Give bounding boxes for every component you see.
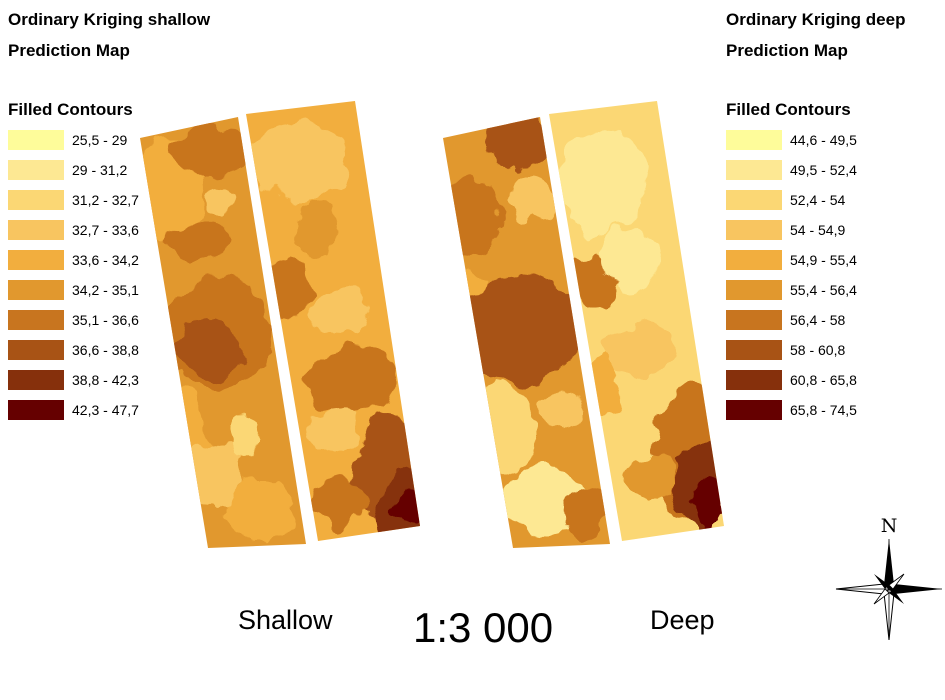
shallow-legend-label: 34,2 - 35,1: [72, 282, 139, 298]
shallow-legend-swatch: [8, 370, 64, 390]
deep-legend-label: 60,8 - 65,8: [790, 372, 857, 388]
deep-legend-item: 49,5 - 52,4: [726, 155, 866, 185]
shallow-legend-swatch: [8, 340, 64, 360]
deep-legend-label: 54 - 54,9: [790, 222, 846, 238]
shallow-legend-item: 34,2 - 35,1: [8, 275, 148, 305]
deep-legend-item: 65,8 - 74,5: [726, 395, 866, 425]
deep-legend-label: 55,4 - 56,4: [790, 282, 857, 298]
shallow-legend-swatch: [8, 400, 64, 420]
deep-legend-swatch: [726, 370, 782, 390]
shallow-legend-item: 33,6 - 34,2: [8, 245, 148, 275]
shallow-legend-swatch: [8, 190, 64, 210]
deep-legend-item: 54,9 - 55,4: [726, 245, 866, 275]
shallow-legend-label: 36,6 - 38,8: [72, 342, 139, 358]
shallow-legend-label: 35,1 - 36,6: [72, 312, 139, 328]
map-scale: 1:3 000: [413, 604, 554, 651]
shallow-legend-title: Filled Contours: [8, 100, 133, 119]
shallow-legend-label: 32,7 - 33,6: [72, 222, 139, 238]
shallow-legend-item: 35,1 - 36,6: [8, 305, 148, 335]
deep-legend-label: 65,8 - 74,5: [790, 402, 857, 418]
deep-legend-swatch: [726, 160, 782, 180]
north-label: N: [881, 515, 898, 537]
shallow-legend-item: 36,6 - 38,8: [8, 335, 148, 365]
shallow-map-subtitle: Prediction Map: [8, 41, 130, 60]
shallow-legend-label: 42,3 - 47,7: [72, 402, 139, 418]
deep-legend-item: 56,4 - 58: [726, 305, 866, 335]
deep-map-title: Ordinary Kriging deep: [726, 10, 906, 29]
deep-legend: 44,6 - 49,5 49,5 - 52,4 52,4 - 54 54 - 54,9…: [726, 125, 866, 425]
deep-map-subtitle: Prediction Map: [726, 41, 848, 60]
shallow-legend-swatch: [8, 280, 64, 300]
deep-legend-label: 58 - 60,8: [790, 342, 846, 358]
deep-legend-label: 49,5 - 52,4: [790, 162, 857, 178]
shallow-legend-item: 32,7 - 33,6: [8, 215, 148, 245]
shallow-legend-swatch: [8, 220, 64, 240]
deep-legend-swatch: [726, 250, 782, 270]
deep-legend-swatch: [726, 280, 782, 300]
deep-caption: Deep: [650, 605, 715, 635]
shallow-legend-swatch: [8, 250, 64, 270]
deep-legend-item: 44,6 - 49,5: [726, 125, 866, 155]
shallow-legend-item: 25,5 - 29: [8, 125, 148, 155]
shallow-legend-swatch: [8, 310, 64, 330]
deep-legend-item: 55,4 - 56,4: [726, 275, 866, 305]
shallow-caption: Shallow: [238, 605, 333, 635]
shallow-legend-item: 29 - 31,2: [8, 155, 148, 185]
deep-legend-item: 60,8 - 65,8: [726, 365, 866, 395]
shallow-legend-label: 31,2 - 32,7: [72, 192, 139, 208]
shallow-legend-swatch: [8, 130, 64, 150]
deep-legend-swatch: [726, 190, 782, 210]
deep-legend-label: 56,4 - 58: [790, 312, 846, 328]
shallow-legend-label: 29 - 31,2: [72, 162, 128, 178]
deep-legend-swatch: [726, 220, 782, 240]
shallow-legend-swatch: [8, 160, 64, 180]
shallow-legend-label: 25,5 - 29: [72, 132, 128, 148]
deep-legend-swatch: [726, 130, 782, 150]
deep-legend-label: 54,9 - 55,4: [790, 252, 857, 268]
north-arrow-icon: N: [835, 515, 942, 641]
shallow-legend-label: 33,6 - 34,2: [72, 252, 139, 268]
deep-legend-item: 58 - 60,8: [726, 335, 866, 365]
shallow-legend-item: 31,2 - 32,7: [8, 185, 148, 215]
deep-legend-swatch: [726, 400, 782, 420]
deep-legend-item: 54 - 54,9: [726, 215, 866, 245]
deep-legend-label: 52,4 - 54: [790, 192, 846, 208]
shallow-map-title: Ordinary Kriging shallow: [8, 10, 211, 29]
deep-legend-swatch: [726, 340, 782, 360]
shallow-legend: 25,5 - 29 29 - 31,2 31,2 - 32,7 32,7 - 33,6…: [8, 125, 148, 425]
shallow-legend-item: 42,3 - 47,7: [8, 395, 148, 425]
deep-legend-item: 52,4 - 54: [726, 185, 866, 215]
deep-legend-swatch: [726, 310, 782, 330]
shallow-legend-item: 38,8 - 42,3: [8, 365, 148, 395]
deep-legend-title: Filled Contours: [726, 100, 851, 119]
deep-legend-label: 44,6 - 49,5: [790, 132, 857, 148]
shallow-legend-label: 38,8 - 42,3: [72, 372, 139, 388]
